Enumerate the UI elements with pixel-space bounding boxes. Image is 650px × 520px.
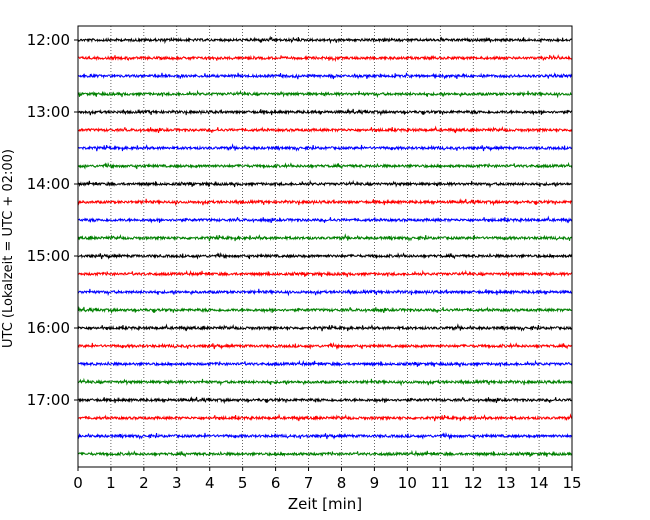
x-tick-label: 10: [398, 474, 417, 492]
trace-1330: [77, 143, 573, 152]
y-tick-label: 12:00: [27, 31, 70, 49]
trace-1745: [77, 449, 573, 458]
x-tick-label: 1: [106, 474, 116, 492]
x-tick-label: 2: [139, 474, 149, 492]
trace-1415: [77, 198, 573, 207]
x-tick-label: 3: [172, 474, 182, 492]
trace-1500: [77, 251, 573, 260]
trace-1200: [77, 35, 573, 45]
y-axis-ticks: 12:00 13:00 14:00 15:00 16:00 17:00: [27, 31, 78, 409]
x-tick-label: 7: [304, 474, 314, 492]
x-axis-label: Zeit [min]: [288, 495, 362, 513]
x-tick-label: 14: [530, 474, 549, 492]
x-tick-label: 9: [370, 474, 380, 492]
x-tick-label: 6: [271, 474, 281, 492]
x-tick-label: 13: [497, 474, 516, 492]
trace-1400: [77, 179, 573, 189]
trace-1630: [77, 359, 573, 368]
x-tick-label: 15: [562, 474, 581, 492]
y-tick-label: 15:00: [27, 247, 70, 265]
trace-1545: [77, 306, 573, 315]
x-axis-ticks: 0 1 2 3 4 5 6 7 8 9 10 11 12 13 14 15: [73, 467, 582, 492]
x-tick-label: 12: [464, 474, 483, 492]
y-tick-label: 14:00: [27, 175, 70, 193]
y-tick-label: 13:00: [27, 103, 70, 121]
trace-1730: [77, 431, 573, 441]
trace-1530: [77, 288, 573, 297]
plot-frame: [77, 25, 573, 468]
trace-1600: [77, 323, 573, 332]
x-tick-label: 11: [431, 474, 450, 492]
trace-1430: [77, 215, 573, 224]
x-tick-label: 0: [73, 474, 83, 492]
trace-1215: [77, 54, 573, 63]
trace-1445: [77, 233, 573, 242]
trace-1645: [77, 377, 573, 387]
x-tick-label: 5: [238, 474, 248, 492]
trace-1715: [77, 413, 573, 422]
trace-1315: [77, 125, 573, 134]
seismic-traces: [77, 35, 573, 458]
trace-1345: [77, 161, 573, 170]
trace-1245: [77, 89, 573, 99]
trace-1700: [77, 396, 573, 405]
trace-1300: [77, 108, 573, 117]
y-axis-label: UTC (Lokalzeit = UTC + 02:00): [1, 149, 16, 348]
y-tick-label: 17:00: [27, 391, 70, 409]
trace-1515: [77, 269, 573, 278]
y-tick-label: 16:00: [27, 319, 70, 337]
trace-1615: [77, 341, 573, 351]
x-tick-label: 4: [205, 474, 215, 492]
x-tick-label: 8: [337, 474, 347, 492]
trace-1230: [77, 72, 573, 80]
